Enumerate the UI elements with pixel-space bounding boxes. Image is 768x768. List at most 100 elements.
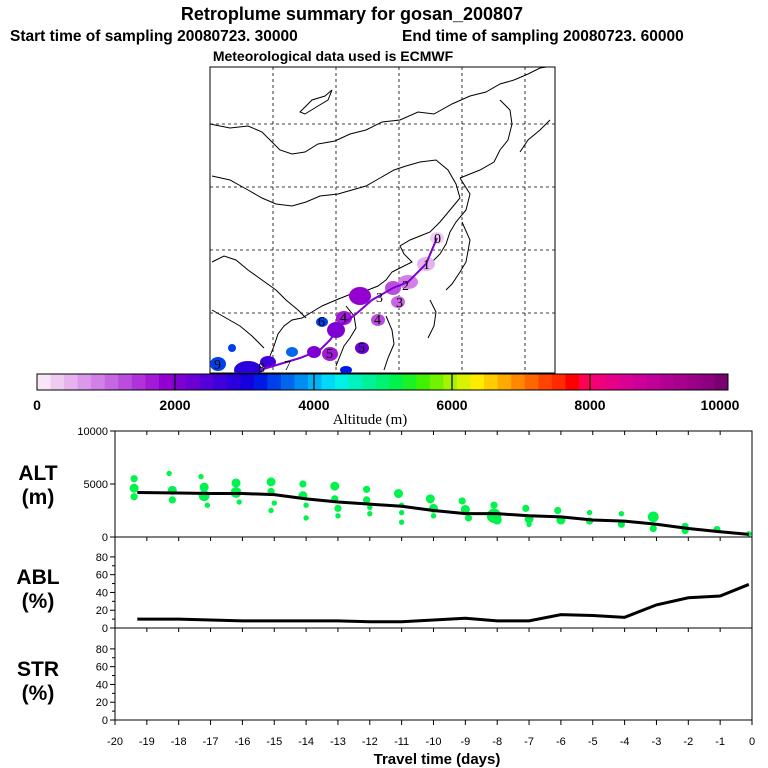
altitude-point	[268, 507, 274, 514]
y-tick-label: 40	[96, 587, 108, 599]
colorbar-cell	[416, 374, 431, 390]
altitude-point	[199, 482, 209, 492]
altitude-point	[492, 515, 502, 525]
altitude-point	[367, 510, 373, 517]
map-point	[234, 361, 262, 373]
altitude-point	[490, 501, 498, 509]
map-day-label: 0	[434, 232, 441, 247]
x-tick-label: -16	[234, 736, 250, 748]
x-tick-label: -1	[715, 736, 725, 748]
colorbar-cell	[606, 374, 621, 390]
y-tick-label: 10000	[77, 426, 108, 438]
colorbar-tick: 0	[33, 397, 41, 413]
colorbar-cell	[186, 374, 201, 390]
colorbar-cell	[131, 374, 146, 390]
x-tick-label: -10	[426, 736, 442, 748]
colorbar-cell	[213, 374, 228, 390]
altitude-point	[335, 513, 341, 519]
altitude-point	[236, 499, 242, 505]
altitude-point	[522, 504, 530, 512]
colorbar-cell	[199, 374, 214, 390]
colorbar-cell	[565, 374, 580, 390]
colorbar-cell	[321, 374, 336, 390]
x-tick-label: -11	[394, 736, 409, 748]
altitude-point	[363, 485, 371, 493]
altitude-point	[430, 513, 437, 519]
colorbar-cell	[91, 374, 106, 390]
colorbar-cell	[158, 374, 173, 390]
x-tick-label: -17	[203, 736, 219, 748]
abl-line	[137, 583, 750, 624]
y-tick-label: 40	[96, 679, 108, 691]
map-day-labels: 0 1 2 3 3 4 4 5 5 6 7 8 9	[214, 232, 441, 376]
altitude-point	[363, 496, 371, 504]
altitude-point	[398, 519, 405, 525]
map-point	[286, 347, 298, 357]
y-tick-label: 20	[96, 697, 108, 709]
altitude-point	[130, 493, 138, 501]
x-tick-label: -18	[171, 736, 187, 748]
colorbar-cell	[538, 374, 553, 390]
colorbar-cell	[511, 374, 526, 390]
colorbar-cell	[226, 374, 241, 390]
y-tick-label: 60	[96, 570, 108, 582]
x-tick-label: 0	[749, 736, 755, 748]
y-axis-label: (m)	[22, 486, 55, 509]
altitude-point	[330, 481, 340, 491]
colorbar-cell	[687, 374, 702, 390]
altitude-point	[586, 509, 593, 516]
map-panel: 0 1 2 3 3 4 4 5 5 6 7 8 9	[209, 66, 556, 376]
map-day-label: 2	[402, 279, 409, 294]
colorbar-cell	[429, 374, 444, 390]
colorbar-cell	[389, 374, 404, 390]
meteo-text: Meteorological data used is ECMWF	[213, 48, 454, 64]
colorbar-major-ticks	[174, 374, 591, 390]
colorbar-cell	[172, 374, 187, 390]
colorbar-cell	[633, 374, 648, 390]
colorbar-cell	[307, 374, 323, 390]
colorbar-cell	[348, 374, 363, 390]
x-tick-label: -12	[362, 736, 378, 748]
panel-alt: 0 5000 10000 ALT(m)	[18, 426, 753, 544]
colorbar-cell	[660, 374, 675, 390]
x-tick-label: -19	[139, 736, 155, 748]
altitude-point	[649, 524, 657, 533]
colorbar-cell	[77, 374, 92, 390]
map-day-label: 5	[326, 347, 333, 362]
panel-abl: 0 20 40 60 80 ABL(%)	[16, 536, 753, 635]
map-point	[355, 342, 369, 354]
altitude-point	[393, 489, 403, 499]
altitude-mean-line	[137, 490, 749, 536]
colorbar-tick: 6000	[436, 397, 467, 413]
map-day-label: 3	[396, 296, 403, 311]
map-day-label: 8	[258, 361, 265, 376]
altitude-point	[554, 506, 562, 515]
colorbar-cell	[362, 374, 377, 390]
x-tick-label: -9	[460, 736, 470, 748]
map-day-label: 7	[284, 359, 291, 374]
map-point	[210, 357, 226, 371]
map-frame	[209, 66, 556, 374]
colorbar-cell	[497, 374, 512, 390]
end-sampling-text: End time of sampling 20080723. 60000	[402, 28, 684, 45]
map-point	[322, 347, 338, 361]
colorbar-cell	[267, 374, 282, 390]
x-tick-label: -2	[683, 736, 693, 748]
y-axis-label: (%)	[22, 590, 55, 613]
colorbar-cell	[50, 374, 65, 390]
x-axis: -20 -19 -18 -17 -16 -15 -14 -13 -12 -11 -10 -9 -8 -7-…	[107, 720, 755, 748]
altitude-point	[425, 494, 435, 504]
y-tick-label: 0	[102, 715, 108, 727]
altitude-point	[303, 502, 309, 508]
x-tick-label: -20	[107, 736, 123, 748]
colorbar-cell	[64, 374, 79, 390]
altitude-point	[130, 475, 138, 483]
map-trajectory-line	[259, 237, 438, 371]
colorbar-cell	[484, 374, 499, 390]
colorbar-cell	[700, 374, 715, 390]
altitude-point	[367, 504, 373, 511]
y-tick-label: 5000	[84, 479, 108, 491]
y-tick-label: 0	[102, 532, 108, 544]
map-day-label: 5	[358, 341, 365, 356]
